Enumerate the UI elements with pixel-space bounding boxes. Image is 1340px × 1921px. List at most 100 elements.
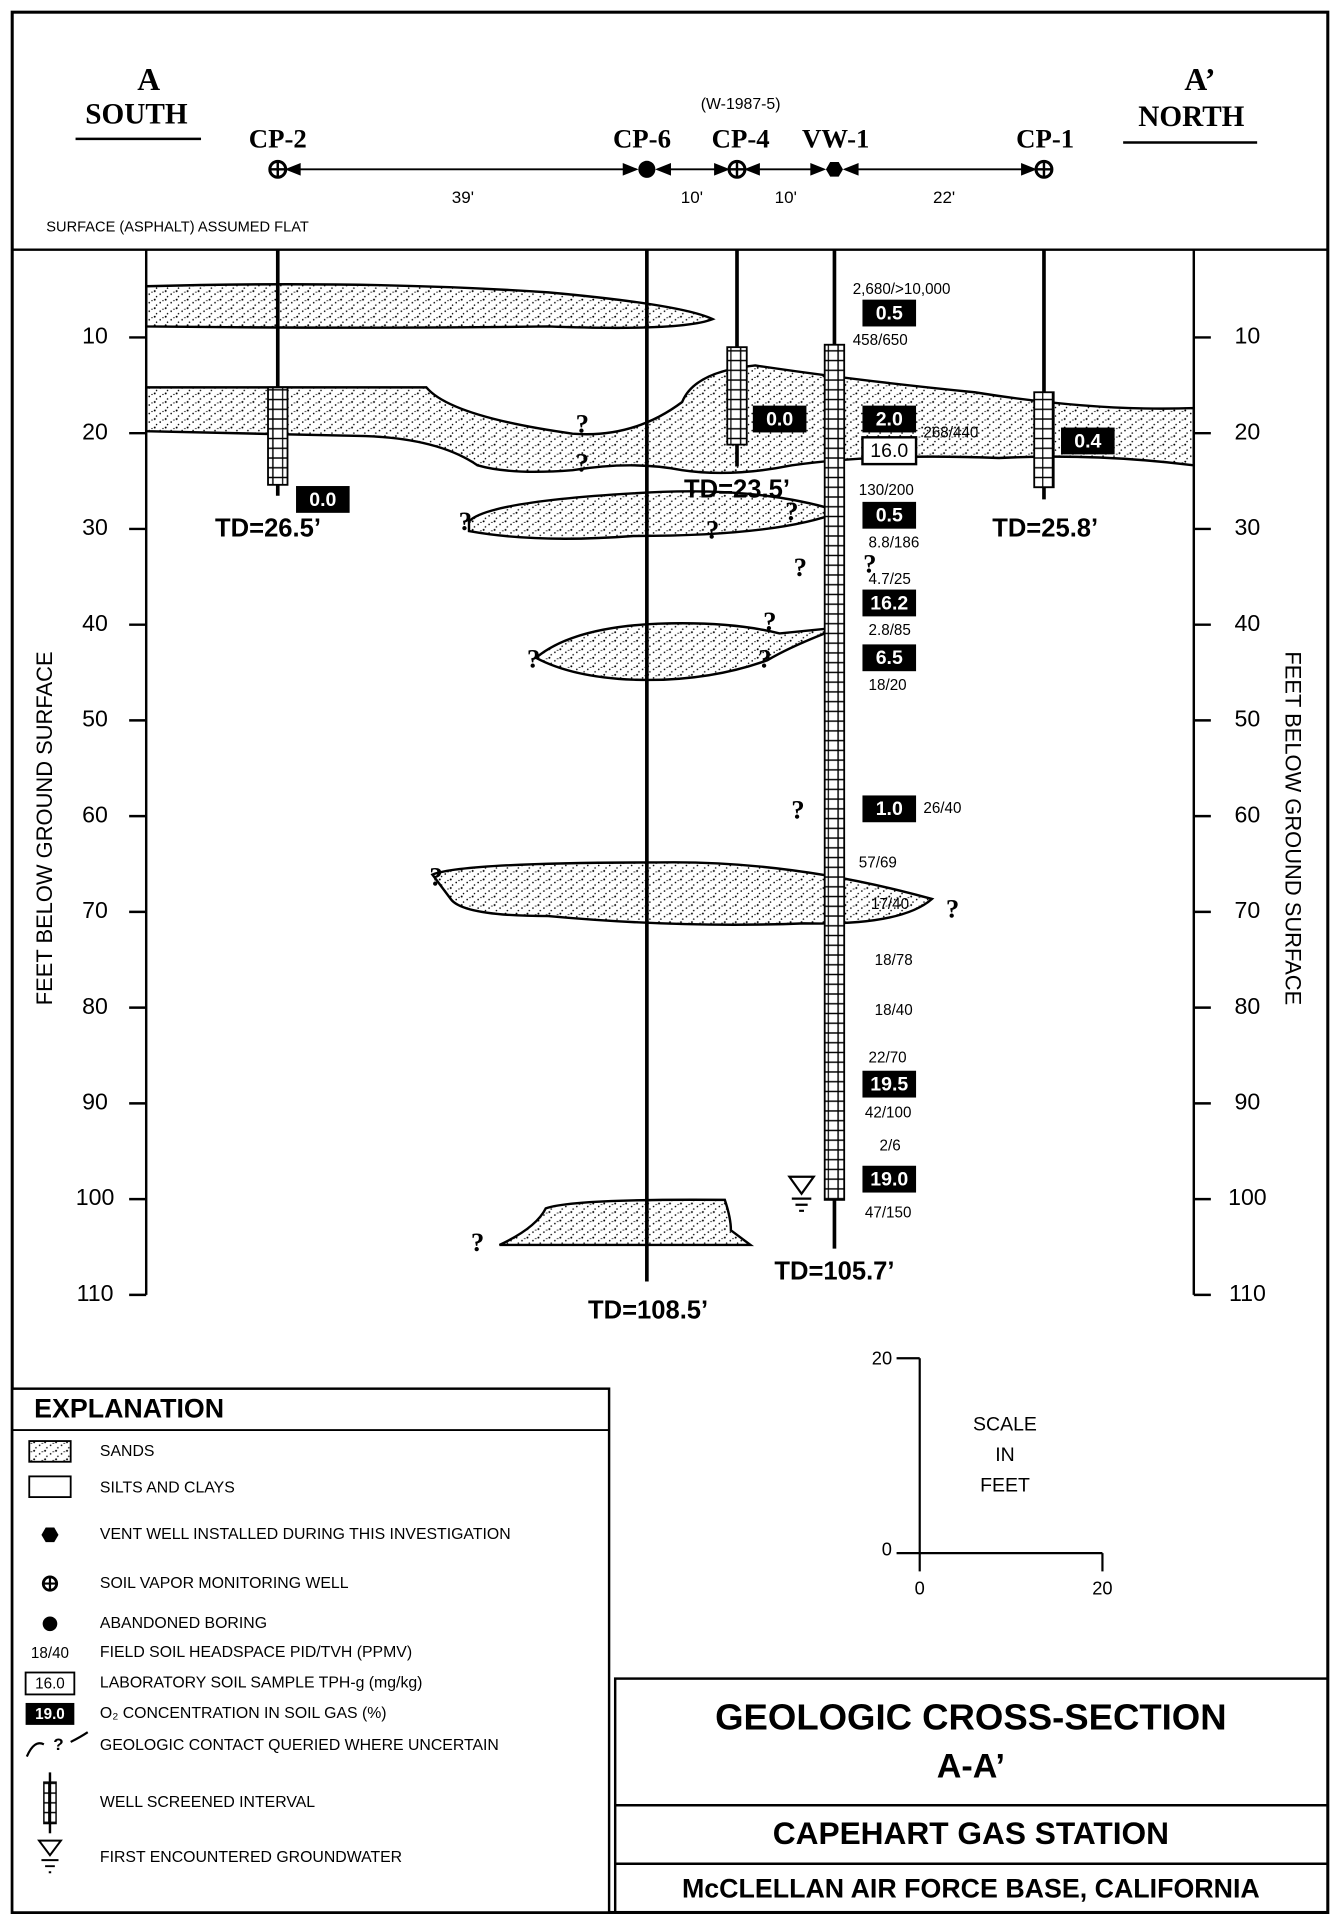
well-id: VW-1 <box>802 123 869 153</box>
scale-caption: SCALE <box>973 1413 1037 1435</box>
legend-text: FIELD SOIL HEADSPACE PID/TVH (PPMV) <box>100 1644 412 1661</box>
query-mark: ? <box>471 1227 484 1257</box>
query-mark: ? <box>527 644 540 674</box>
pid-value: 2,680/>10,000 <box>853 281 951 298</box>
depth-tick-label: 10 <box>82 323 108 349</box>
query-mark: ? <box>791 795 804 825</box>
depth-tick-label: 90 <box>82 1088 108 1114</box>
query-mark: ? <box>706 514 719 544</box>
legend-text: SANDS <box>100 1443 155 1460</box>
site-name: CAPEHART GAS STATION <box>773 1815 1169 1851</box>
legend-text: SILTS AND CLAYS <box>100 1480 235 1497</box>
well-id: CP-2 <box>249 123 307 153</box>
drawing-title: GEOLOGIC CROSS-SECTION <box>715 1697 1226 1738</box>
depth-tick-label: 30 <box>1235 514 1261 540</box>
legend-text: ABANDONED BORING <box>100 1615 267 1632</box>
query-mark: ? <box>53 1735 63 1754</box>
pid-value: 18/40 <box>875 1002 913 1019</box>
o2-value: 0.5 <box>876 302 903 324</box>
pid-value: 2/6 <box>880 1137 901 1154</box>
depth-tick-label: 110 <box>77 1280 114 1306</box>
pid-value: 22/70 <box>869 1050 907 1067</box>
well-alias: (W-1987-5) <box>701 96 781 113</box>
query-mark: ? <box>763 606 776 636</box>
cross-section-sheet: A SOUTH A’ NORTH (W-1987-5) SURFACE (ASP… <box>0 0 1340 1921</box>
depth-tick-label: 110 <box>1229 1280 1266 1306</box>
direction-label: SOUTH <box>85 99 188 131</box>
depth-tick-label: 60 <box>1235 801 1261 827</box>
o2-value: 6.5 <box>876 647 903 669</box>
total-depth: TD=23.5’ <box>684 476 790 504</box>
scale-tick: 20 <box>872 1347 892 1368</box>
scale-caption: IN <box>995 1444 1014 1466</box>
legend-text: O₂ CONCENTRATION IN SOIL GAS (%) <box>100 1705 387 1722</box>
pid-value: 47/150 <box>865 1204 912 1221</box>
query-mark: ? <box>459 506 472 536</box>
depth-tick-label: 40 <box>1235 610 1261 636</box>
explanation-title: EXPLANATION <box>34 1394 224 1424</box>
legend-text: FIRST ENCOUNTERED GROUNDWATER <box>100 1849 402 1866</box>
section-end-letter: A’ <box>1184 62 1215 97</box>
well-id: CP-1 <box>1016 123 1074 153</box>
o2-value: 19.5 <box>870 1074 908 1096</box>
depth-tick-label: 50 <box>82 706 108 732</box>
legend-sample: 18/40 <box>31 1645 69 1662</box>
well-spacing: 39' <box>452 188 474 207</box>
depth-tick-label: 60 <box>82 801 108 827</box>
o2-value: 0.0 <box>766 408 793 430</box>
depth-tick-label: 70 <box>1235 897 1261 923</box>
section-end-letter: A <box>137 62 160 97</box>
legend-text: VENT WELL INSTALLED DURING THIS INVESTIG… <box>100 1526 511 1543</box>
total-depth: TD=26.5’ <box>215 515 321 543</box>
well-spacing: 22' <box>933 188 955 207</box>
query-mark: ? <box>946 893 959 923</box>
o2-value: 2.0 <box>876 408 903 430</box>
base-name: McCLELLAN AIR FORCE BASE, CALIFORNIA <box>682 1874 1260 1904</box>
depth-axis-label: FEET BELOW GROUND SURFACE <box>1280 651 1305 1005</box>
pid-value: 57/69 <box>859 855 897 872</box>
query-mark: ? <box>758 644 771 674</box>
depth-tick-label: 70 <box>82 897 108 923</box>
legend-sample: 16.0 <box>35 1676 65 1693</box>
pid-value: 26/40 <box>923 800 961 817</box>
total-depth: TD=105.7’ <box>774 1258 894 1286</box>
query-mark: ? <box>785 496 798 526</box>
scale-tick: 0 <box>882 1539 892 1560</box>
legend-text: LABORATORY SOIL SAMPLE TPH-g (mg/kg) <box>100 1675 423 1692</box>
scale-caption: FEET <box>980 1474 1030 1496</box>
depth-tick-label: 20 <box>1235 418 1261 444</box>
pid-value: 18/20 <box>869 677 907 694</box>
scale-tick: 0 <box>915 1577 925 1598</box>
well-spacing: 10' <box>681 188 703 207</box>
pid-value: 17/40 <box>871 896 909 913</box>
o2-value: 1.0 <box>876 798 903 820</box>
legend-text: WELL SCREENED INTERVAL <box>100 1794 315 1811</box>
well-spacing: 10' <box>775 188 797 207</box>
o2-value: 0.5 <box>876 505 903 527</box>
total-depth: TD=108.5’ <box>588 1297 708 1325</box>
query-mark: ? <box>429 862 442 892</box>
pid-value: 458/650 <box>853 332 908 349</box>
depth-tick-label: 80 <box>82 993 108 1019</box>
well-id: CP-4 <box>712 123 770 153</box>
legend-text: SOIL VAPOR MONITORING WELL <box>100 1575 349 1592</box>
depth-tick-label: 40 <box>82 610 108 636</box>
query-mark: ? <box>794 552 807 582</box>
total-depth: TD=25.8’ <box>992 515 1098 543</box>
surface-note: SURFACE (ASPHALT) ASSUMED FLAT <box>46 220 309 236</box>
well-id: CP-6 <box>613 123 671 153</box>
depth-axis-label: FEET BELOW GROUND SURFACE <box>32 651 57 1005</box>
depth-tick-label: 20 <box>82 418 108 444</box>
pid-value: 2.8/85 <box>869 622 911 639</box>
depth-tick-label: 10 <box>1235 323 1261 349</box>
lab-value: 16.0 <box>870 440 908 462</box>
query-mark: ? <box>576 447 589 477</box>
legend-text: GEOLOGIC CONTACT QUERIED WHERE UNCERTAIN <box>100 1737 499 1754</box>
o2-value: 0.4 <box>1074 430 1101 452</box>
legend-sample: 19.0 <box>35 1706 65 1723</box>
pid-value: 130/200 <box>859 482 914 499</box>
pid-value: 268/440 <box>923 425 978 442</box>
depth-tick-label: 30 <box>82 514 108 540</box>
pid-value: 42/100 <box>865 1104 912 1121</box>
query-mark: ? <box>863 549 876 579</box>
